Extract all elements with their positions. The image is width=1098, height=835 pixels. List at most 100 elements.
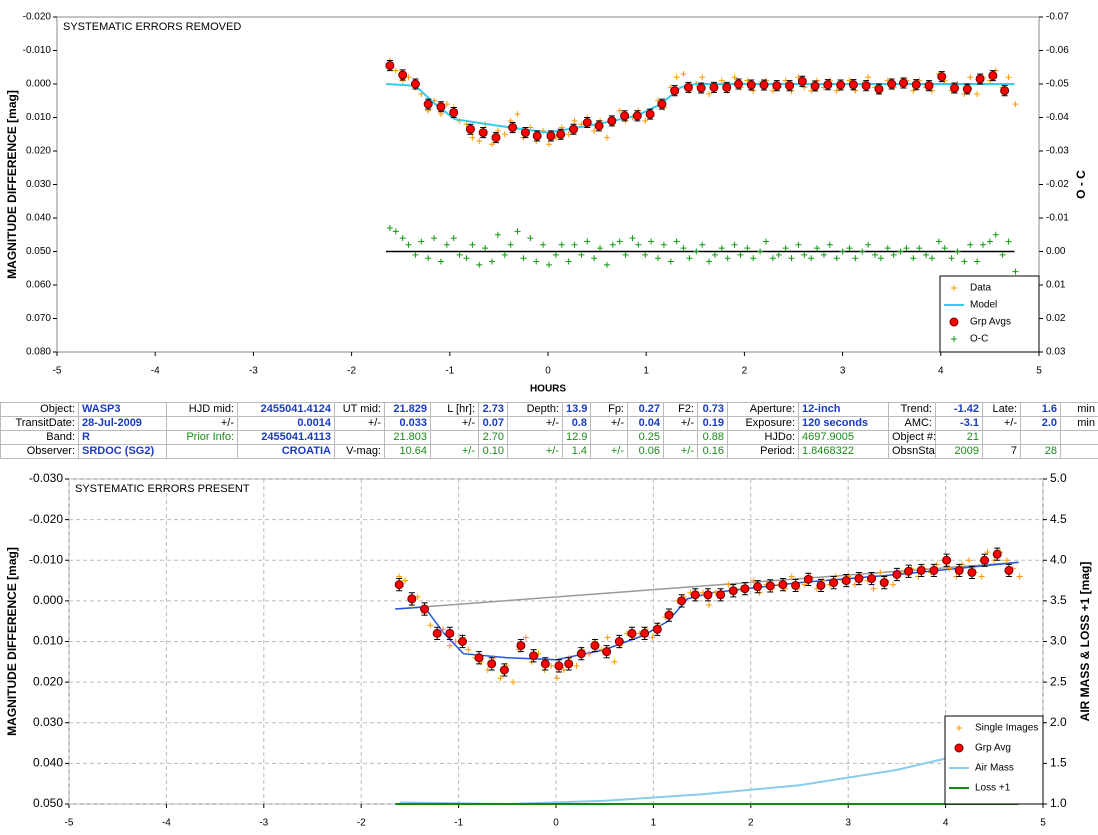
group-average: [632, 111, 642, 121]
group-average: [716, 590, 726, 600]
y2-tick-label: 3.5: [1050, 593, 1067, 607]
data-point: [469, 134, 476, 141]
x-tick-label: -2: [357, 818, 366, 829]
y2-tick-label: -0.04: [1046, 112, 1069, 123]
y2-tick-label: 5.0: [1050, 471, 1067, 485]
y2-tick-label: 4.5: [1050, 512, 1067, 526]
group-average: [836, 80, 846, 90]
data-point: [558, 241, 565, 248]
legend-label: Model: [970, 300, 997, 311]
y2-tick-label: 0.03: [1046, 347, 1066, 358]
data-point: [1012, 268, 1019, 275]
table-cell: +/-: [430, 444, 479, 459]
group-average: [532, 131, 542, 141]
y-tick-label: -0.030: [29, 471, 63, 485]
group-average: [967, 567, 977, 577]
data-point: [839, 248, 846, 255]
x-tick-label: 0: [545, 366, 551, 377]
legend-swatch: [956, 725, 962, 731]
group-average: [420, 604, 430, 614]
legend-label: Loss +1: [975, 783, 1011, 794]
group-average: [879, 578, 889, 588]
group-average: [911, 80, 921, 90]
data-point: [654, 255, 661, 262]
group-average: [465, 124, 475, 134]
group-average: [410, 79, 420, 89]
data-point: [465, 646, 472, 653]
data-point: [980, 241, 987, 248]
group-average: [620, 111, 630, 121]
group-average: [904, 566, 914, 576]
table-row: Band: R Prior Info: 2455041.4113 21.803 2.70 1…: [0, 430, 1098, 445]
group-average: [487, 659, 497, 669]
data-point: [635, 241, 642, 248]
table-cell: 21: [935, 430, 983, 445]
chart-present: -5 -4 -3 -2 -1 0 1 2 3 4 5 -0.030 -0.020 -0.010 0.000 0…: [5, 471, 1092, 829]
table-cell: Aperture:: [727, 402, 799, 417]
data-point: [910, 255, 917, 262]
legend-swatch: [949, 317, 959, 327]
table-cell: 21.829: [384, 402, 431, 417]
x-tick-label: -1: [445, 366, 454, 377]
y-tick-label: 0.050: [33, 796, 63, 810]
data-point: [452, 638, 459, 645]
data-point: [833, 255, 840, 262]
x-tick-label: -4: [151, 366, 160, 377]
group-average: [394, 580, 404, 590]
y2-tick-label: -0.06: [1046, 45, 1069, 56]
legend-label: Grp Avg: [975, 743, 1011, 754]
x-tick-label: 4: [938, 366, 944, 377]
group-average: [627, 628, 637, 638]
y2-axis-title: O - C: [1074, 170, 1088, 199]
data-point: [591, 255, 598, 262]
y2-tick-label: 0.01: [1046, 280, 1066, 291]
table-cell: F2:: [663, 402, 698, 417]
table-cell: +/-: [663, 444, 698, 459]
y-tick-label: 0.010: [33, 634, 63, 648]
group-average: [602, 647, 612, 657]
table-cell: Trend:: [888, 402, 936, 417]
data-point: [642, 251, 649, 258]
data-point: [928, 255, 935, 262]
x-tick-label: -5: [53, 366, 62, 377]
y-tick-label: -0.010: [29, 552, 63, 566]
y-tick-label: -0.010: [23, 45, 52, 56]
data-point: [705, 601, 712, 608]
y-tick-label: 0.000: [33, 593, 63, 607]
data-point: [808, 255, 815, 262]
group-average: [576, 649, 586, 659]
data-point: [604, 634, 611, 641]
table-cell: +/-: [507, 416, 563, 431]
data-point: [482, 245, 489, 252]
data-point: [427, 622, 434, 629]
table-cell: [166, 444, 238, 459]
data-point: [629, 235, 636, 242]
group-average: [975, 74, 985, 84]
group-average: [950, 83, 960, 93]
data-point: [965, 557, 972, 564]
data-point: [673, 238, 680, 245]
table-cell: 0.04: [627, 416, 664, 431]
data-point: [522, 634, 529, 641]
y2-tick-label: -0.01: [1046, 213, 1069, 224]
data-point: [673, 74, 680, 81]
y2-tick-label: 3.0: [1050, 634, 1067, 648]
data-point: [941, 245, 948, 252]
group-average: [772, 81, 782, 91]
table-cell: Late:: [982, 402, 1021, 417]
data-point: [501, 251, 508, 258]
group-average: [992, 549, 1002, 559]
y-tick-label: 0.060: [26, 280, 51, 291]
table-cell: 7: [982, 444, 1021, 459]
data-point: [405, 74, 412, 81]
legend-swatch: [954, 743, 964, 753]
data-point: [910, 87, 917, 94]
table-cell: +/-: [590, 416, 628, 431]
y2-tick-label: -0.07: [1046, 12, 1069, 23]
legend: Single Images Grp Avg Air Mass Loss +1: [944, 715, 1044, 805]
table-cell: 0.19: [697, 416, 728, 431]
group-average: [407, 594, 417, 604]
group-average: [785, 81, 795, 91]
table-cell: WASP3: [78, 402, 167, 417]
